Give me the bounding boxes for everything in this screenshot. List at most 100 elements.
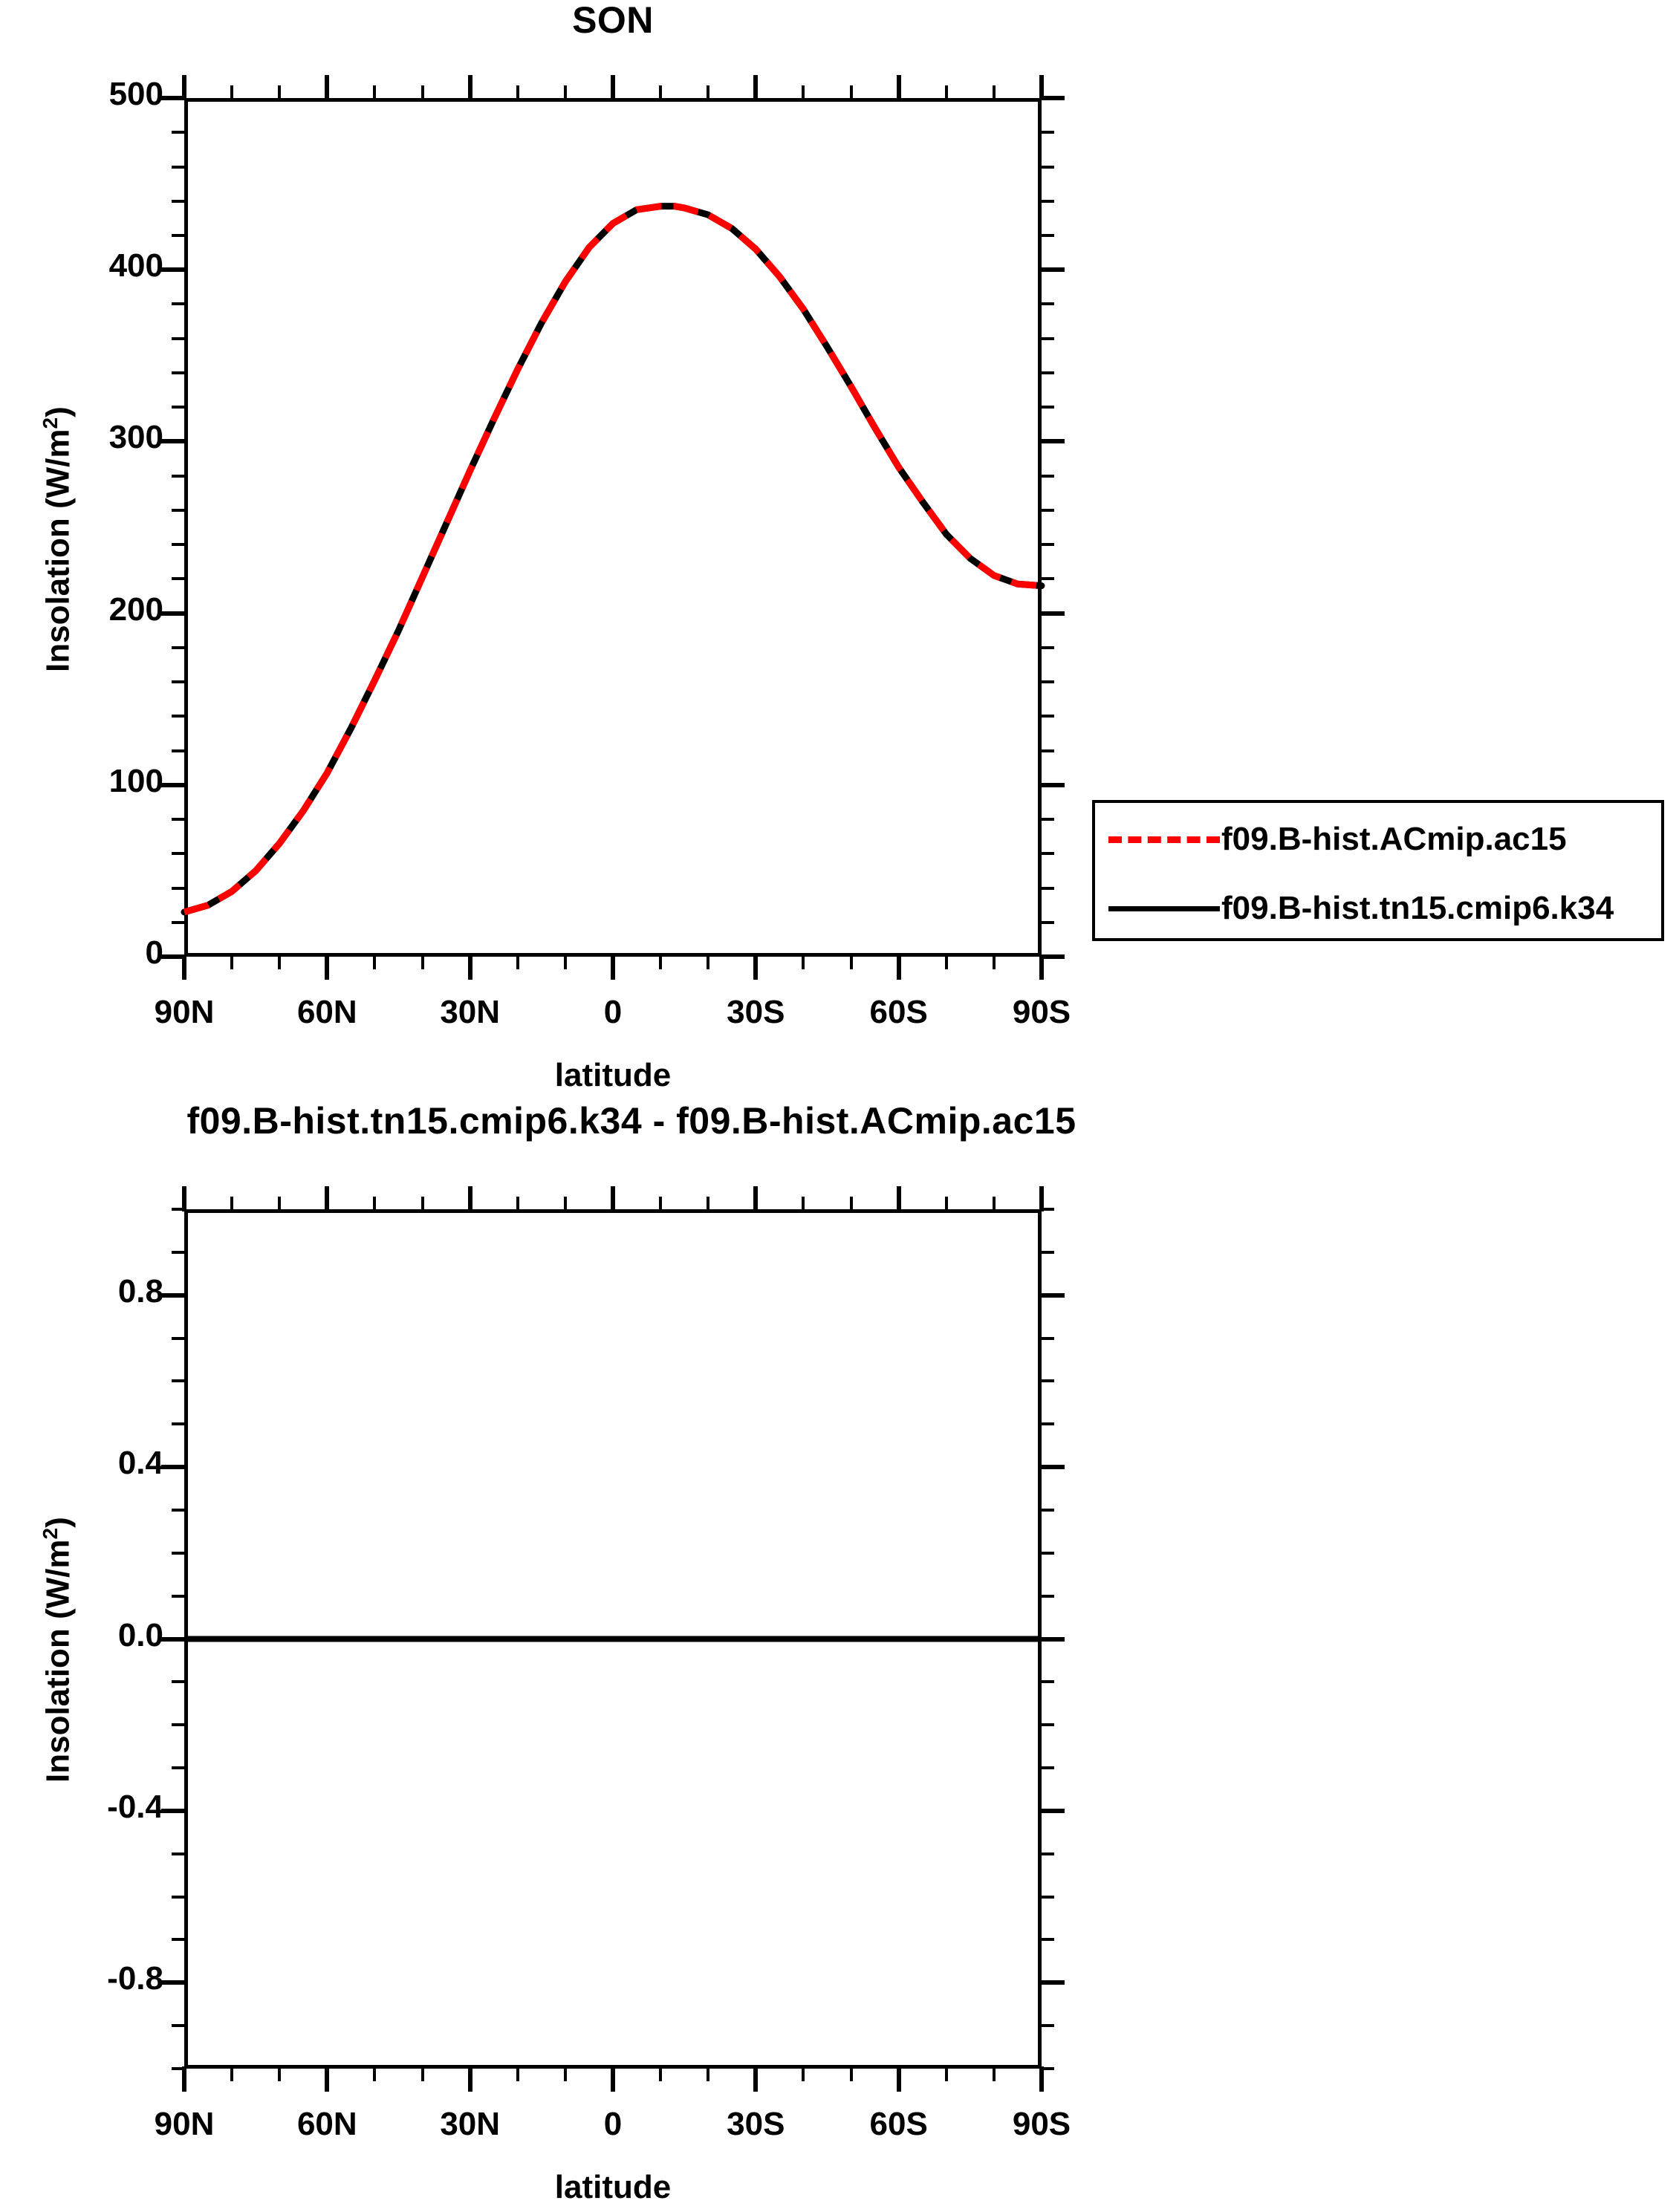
x-major-tick — [753, 954, 759, 980]
x-minor-tick — [230, 2066, 234, 2081]
x-tick-label: 60N — [296, 2106, 357, 2142]
bottom-x-axis-label: latitude — [554, 2169, 672, 2205]
x-major-tick — [1039, 954, 1044, 980]
y-minor-tick — [172, 818, 186, 821]
legend-label-0: f09.B-hist.ACmip.ac15 — [1221, 821, 1567, 857]
x-minor-tick — [230, 1197, 234, 1211]
y-minor-tick — [1039, 1379, 1054, 1383]
x-major-tick — [896, 954, 901, 980]
legend-swatch-dashed-red — [1108, 836, 1220, 843]
y-minor-tick — [1039, 234, 1054, 237]
x-minor-tick — [563, 2066, 567, 2081]
x-minor-tick — [802, 85, 805, 100]
x-minor-tick — [802, 1197, 805, 1211]
y-minor-tick — [1039, 818, 1054, 821]
top-plot-area — [161, 75, 1065, 980]
x-major-tick — [467, 75, 472, 100]
x-minor-tick — [516, 2066, 519, 2081]
y-tick-label: -0.8 — [107, 1960, 163, 1997]
x-major-tick — [611, 1186, 615, 1211]
y-minor-tick — [1039, 1895, 1054, 1899]
bottom-y-axis-label-sup: 2 — [39, 1527, 62, 1540]
x-major-tick — [182, 2066, 186, 2092]
x-minor-tick — [659, 1197, 663, 1211]
legend-item-1[interactable]: f09.B-hist.tn15.cmip6.k34 — [1108, 890, 1614, 927]
x-minor-tick — [278, 1197, 282, 1211]
y-minor-tick — [1039, 302, 1054, 306]
x-major-tick — [896, 75, 901, 100]
legend-item-0[interactable]: f09.B-hist.ACmip.ac15 — [1108, 821, 1567, 858]
y-minor-tick — [172, 302, 186, 306]
y-major-tick — [161, 1465, 186, 1470]
x-minor-tick — [230, 85, 234, 100]
x-minor-tick — [516, 954, 519, 969]
y-minor-tick — [1039, 645, 1054, 649]
y-minor-tick — [1039, 1938, 1054, 1942]
x-minor-tick — [373, 85, 377, 100]
x-minor-tick — [563, 85, 567, 100]
y-minor-tick — [172, 508, 186, 512]
legend-swatch-solid-black — [1108, 905, 1220, 911]
y-minor-tick — [1039, 2024, 1054, 2028]
y-minor-tick — [172, 1723, 186, 1727]
y-tick-label: 0.8 — [117, 1272, 163, 1310]
x-major-tick — [896, 1186, 901, 1211]
x-tick-label: 30S — [727, 994, 785, 1030]
x-tick-label: 60N — [296, 994, 357, 1030]
x-minor-tick — [563, 1197, 567, 1211]
x-minor-tick — [944, 1197, 948, 1211]
x-tick-label: 30N — [440, 994, 501, 1030]
series-line-red — [183, 203, 1042, 916]
y-major-tick — [161, 782, 186, 787]
x-major-tick — [467, 954, 472, 980]
x-tick-label: 90S — [1012, 994, 1071, 1030]
y-minor-tick — [1039, 715, 1054, 718]
y-major-tick — [1039, 611, 1065, 616]
y-minor-tick — [172, 852, 186, 856]
x-major-tick — [467, 1186, 472, 1211]
x-major-tick — [325, 2066, 330, 2092]
y-minor-tick — [1039, 2067, 1054, 2070]
y-minor-tick — [172, 1895, 186, 1899]
y-minor-tick — [172, 336, 186, 340]
x-minor-tick — [230, 954, 234, 969]
bottom-panel-title: f09.B-hist.tn15.cmip6.k34 - f09.B-hist.A… — [186, 1100, 1076, 1142]
y-tick-label: 300 — [108, 419, 163, 456]
y-minor-tick — [1039, 920, 1054, 924]
y-minor-tick — [172, 1336, 186, 1340]
x-major-tick — [896, 2066, 901, 2092]
y-minor-tick — [172, 1379, 186, 1383]
top-series-svg — [181, 203, 1045, 916]
x-major-tick — [753, 2066, 759, 2092]
top-panel-title: SON — [572, 0, 654, 41]
y-major-tick — [1039, 1636, 1065, 1642]
y-tick-label: 0.0 — [117, 1616, 163, 1653]
y-minor-tick — [172, 1594, 186, 1598]
y-minor-tick — [172, 577, 186, 581]
y-minor-tick — [1039, 474, 1054, 478]
y-minor-tick — [172, 645, 186, 649]
y-minor-tick — [1039, 1723, 1054, 1727]
y-minor-tick — [1039, 1508, 1054, 1512]
x-minor-tick — [420, 85, 424, 100]
x-minor-tick — [849, 85, 853, 100]
y-minor-tick — [172, 1938, 186, 1942]
top-y-axis-label-text: Insolation (W/m — [39, 429, 77, 672]
x-minor-tick — [659, 2066, 663, 2081]
x-major-tick — [1039, 2066, 1044, 2092]
x-major-tick — [1039, 1186, 1044, 1211]
y-minor-tick — [172, 1250, 186, 1254]
x-minor-tick — [944, 85, 948, 100]
x-major-tick — [467, 2066, 472, 2092]
x-major-tick — [182, 75, 186, 100]
series-line-black — [181, 203, 1045, 916]
x-major-tick — [1039, 75, 1044, 100]
top-plot-frame — [184, 98, 1042, 957]
x-minor-tick — [992, 1197, 996, 1211]
y-major-tick — [161, 1636, 186, 1642]
x-minor-tick — [802, 2066, 805, 2081]
y-minor-tick — [172, 680, 186, 684]
legend-box[interactable]: f09.B-hist.ACmip.ac15 f09.B-hist.tn15.cm… — [1092, 800, 1664, 941]
y-minor-tick — [172, 165, 186, 169]
x-minor-tick — [992, 2066, 996, 2081]
